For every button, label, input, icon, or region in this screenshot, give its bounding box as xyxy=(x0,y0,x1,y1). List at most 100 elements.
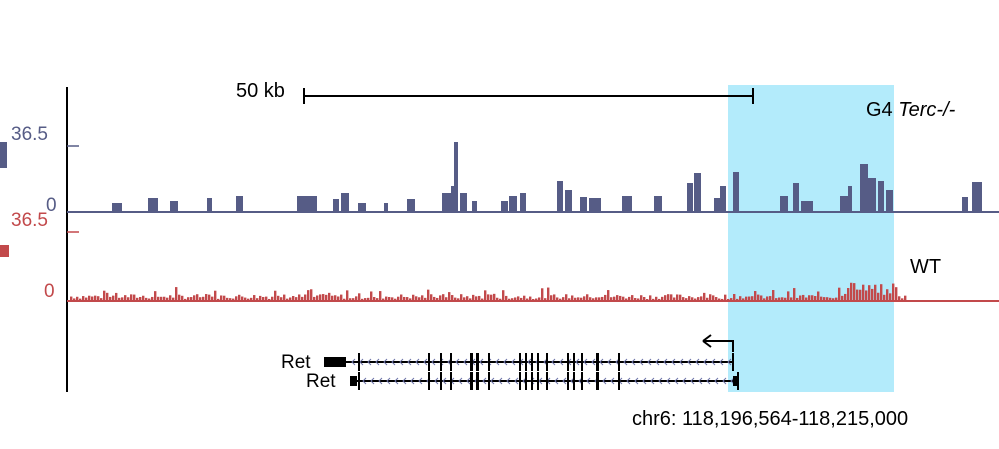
signal-bar xyxy=(838,287,841,301)
signal-bar xyxy=(694,298,697,301)
track-wt: WT 36.5 0 xyxy=(0,210,999,302)
signal-bar xyxy=(754,291,757,301)
signal-bar xyxy=(871,288,874,301)
signal-bar xyxy=(361,298,364,301)
signal-bar xyxy=(706,297,709,301)
strand-chevron xyxy=(690,377,695,385)
signal-bar xyxy=(451,295,454,301)
signal-bar xyxy=(412,294,415,301)
signal-bar xyxy=(211,296,214,301)
gene-label: Ret xyxy=(306,371,336,392)
exon xyxy=(428,353,430,371)
strand-chevron xyxy=(386,377,391,385)
strand-chevron xyxy=(479,358,484,366)
exon xyxy=(525,353,527,371)
strand-chevron xyxy=(442,377,447,385)
signal-bar xyxy=(484,290,487,301)
signal-bar xyxy=(878,181,884,212)
signal-bar xyxy=(91,296,94,301)
exon xyxy=(581,353,583,371)
signal-bar xyxy=(720,186,726,212)
strand-chevron xyxy=(394,377,399,385)
highlight-region xyxy=(728,85,894,392)
signal-bar xyxy=(652,298,655,301)
signal-bar xyxy=(793,288,796,301)
signal-bar xyxy=(883,294,886,301)
signal-bars xyxy=(70,282,907,301)
signal-bar xyxy=(109,296,112,301)
signal-bar xyxy=(613,296,616,301)
signal-bar xyxy=(490,294,493,301)
signal-bar xyxy=(214,290,217,301)
strand-chevron xyxy=(591,358,596,366)
signal-bar xyxy=(478,295,481,301)
signal-bar xyxy=(418,297,421,301)
signal-bar xyxy=(637,298,640,301)
signal-bar xyxy=(436,297,439,301)
signal-bar xyxy=(382,298,385,301)
signal-bar xyxy=(235,296,238,301)
signal-bar xyxy=(187,297,190,301)
signal-bar xyxy=(874,284,877,301)
signal-bar xyxy=(100,298,103,301)
signal-bar xyxy=(409,298,412,301)
signal-bar xyxy=(520,297,523,301)
signal-bar xyxy=(802,294,805,301)
signal-bar xyxy=(145,297,148,301)
signal-bar xyxy=(460,193,467,212)
signal-bar xyxy=(424,297,427,301)
signal-bar xyxy=(784,297,787,301)
strand-chevron xyxy=(482,377,487,385)
signal-bar xyxy=(205,294,208,301)
signal-bar xyxy=(766,296,769,301)
exon xyxy=(488,372,490,390)
track-label: WT xyxy=(910,256,941,278)
strand-chevron xyxy=(495,358,500,366)
signal-bar xyxy=(376,298,379,301)
signal-bar xyxy=(640,295,643,301)
signal-bar xyxy=(511,298,514,301)
strand-chevron xyxy=(682,377,687,385)
exon xyxy=(573,353,575,371)
signal-bar xyxy=(535,298,538,301)
scale-bar: 50 kb xyxy=(236,80,754,104)
signal-bar xyxy=(163,296,166,301)
strand-chevron xyxy=(506,377,511,385)
signal-bar xyxy=(745,296,748,301)
exon xyxy=(537,353,539,371)
strand-chevron xyxy=(623,358,628,366)
signal-bar xyxy=(889,293,892,301)
track-g4-terc: G4 Terc-/- 36.5 0 xyxy=(0,99,999,216)
signal-bar xyxy=(676,294,679,301)
exon xyxy=(440,372,442,390)
signal-bar xyxy=(226,297,229,301)
signal-bar xyxy=(124,295,127,301)
exon xyxy=(537,372,539,390)
signal-bar xyxy=(397,296,400,301)
signal-bar xyxy=(454,297,457,301)
signal-bar xyxy=(715,297,718,301)
direction-arrow-icon xyxy=(702,334,734,352)
signal-bar xyxy=(496,297,499,301)
signal-bar xyxy=(82,296,85,301)
signal-bar xyxy=(199,297,202,301)
signal-bar xyxy=(772,290,775,301)
signal-bar xyxy=(298,294,301,301)
signal-bar xyxy=(673,297,676,301)
signal-bar xyxy=(604,294,607,301)
signal-bar xyxy=(859,289,862,301)
signal-bar xyxy=(532,298,535,301)
signal-bar xyxy=(472,201,477,212)
signal-bar xyxy=(844,293,847,301)
signal-bar xyxy=(655,296,658,301)
signal-bar xyxy=(565,190,572,212)
signal-bar xyxy=(541,288,544,301)
signal-bar xyxy=(154,291,157,301)
signal-bar xyxy=(880,284,883,301)
signal-bar xyxy=(901,298,904,301)
exon xyxy=(531,353,533,371)
signal-bar xyxy=(85,297,88,301)
signal-bar xyxy=(805,297,808,301)
signal-bar xyxy=(523,295,526,301)
signal-bar xyxy=(448,292,451,301)
